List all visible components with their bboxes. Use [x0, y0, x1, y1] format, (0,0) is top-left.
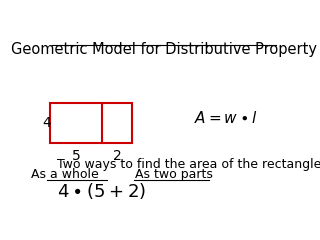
Text: As a whole: As a whole — [31, 168, 99, 181]
Text: 5: 5 — [72, 149, 80, 163]
Text: As two parts: As two parts — [135, 168, 213, 181]
Text: Geometric Model for Distributive Property: Geometric Model for Distributive Propert… — [11, 42, 317, 57]
Text: Two ways to find the area of the rectangle.: Two ways to find the area of the rectang… — [57, 158, 320, 171]
Text: $4\bullet(5+2)$: $4\bullet(5+2)$ — [57, 181, 147, 201]
Bar — [50, 103, 132, 143]
Text: 2: 2 — [113, 149, 121, 163]
Text: $A = w \bullet l$: $A = w \bullet l$ — [194, 109, 258, 126]
Text: 4: 4 — [43, 116, 51, 130]
